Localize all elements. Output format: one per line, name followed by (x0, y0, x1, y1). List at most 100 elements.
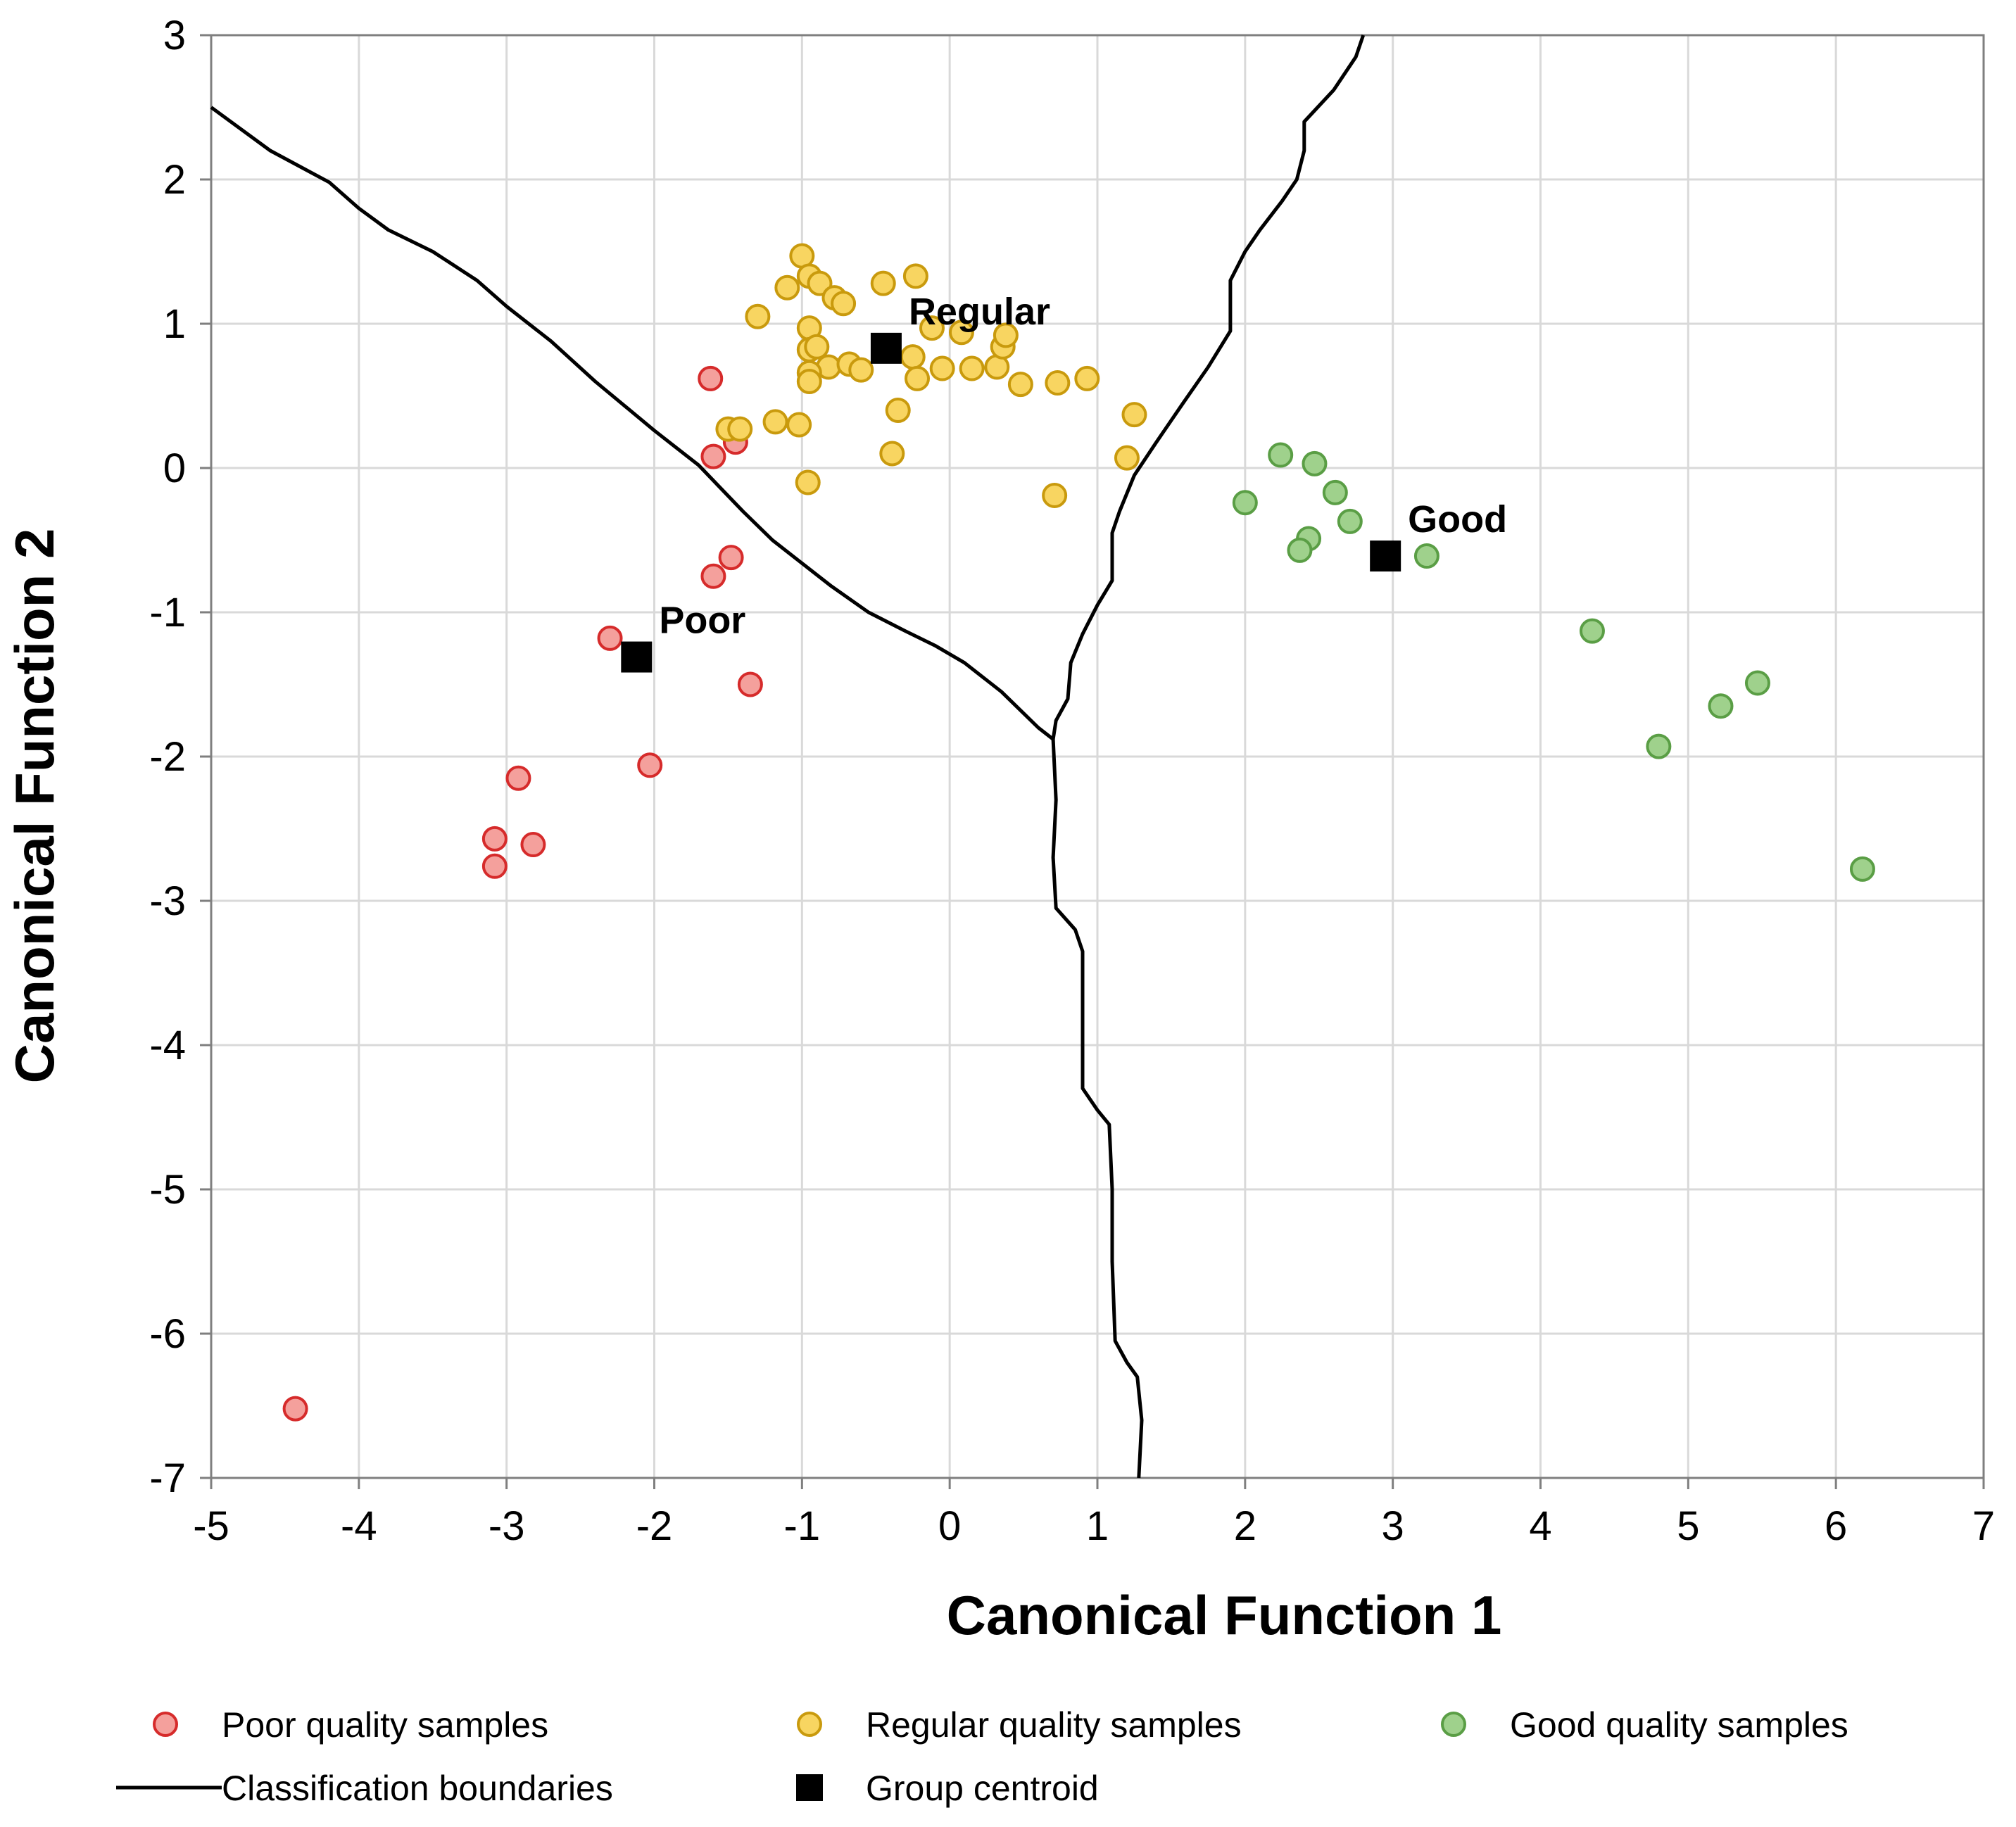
data-point (727, 416, 753, 442)
data-point (1232, 490, 1258, 516)
legend-item-poor-quality-samples: Poor quality samples (153, 1705, 548, 1745)
legend-label: Regular quality samples (866, 1705, 1242, 1745)
data-point (700, 563, 726, 589)
data-point (1337, 508, 1363, 534)
data-point (774, 274, 800, 301)
y-tick-label: -2 (149, 734, 186, 780)
x-tick-label: -4 (341, 1503, 377, 1549)
data-points (282, 243, 1875, 1422)
data-point (597, 625, 623, 651)
legend-label: Group centroid (866, 1769, 1099, 1808)
data-point (831, 291, 857, 317)
series-good-quality-samples (1232, 442, 1875, 882)
data-point (879, 441, 905, 467)
series-poor-quality-samples (282, 365, 763, 1422)
y-tick-label: -7 (149, 1455, 186, 1501)
data-point (698, 365, 724, 391)
data-point (1045, 370, 1071, 396)
data-point (959, 355, 985, 381)
group-centroid-marker (1370, 540, 1401, 572)
y-tick-label: -1 (149, 590, 186, 636)
data-point (1302, 450, 1328, 476)
data-point (905, 365, 931, 391)
data-point (900, 344, 926, 370)
data-point (807, 270, 833, 296)
x-tick-label: 3 (1382, 1503, 1404, 1549)
data-point (848, 357, 874, 383)
y-axis-title: Canonical Function 2 (4, 529, 65, 1084)
data-point (637, 752, 663, 778)
y-tick-label: -3 (149, 878, 186, 924)
x-tick-label: 7 (1972, 1503, 1995, 1549)
y-tick-label: -5 (149, 1167, 186, 1213)
data-point (505, 765, 531, 791)
centroid-label: Poor (659, 600, 745, 642)
x-tick-label: -1 (784, 1503, 821, 1549)
legend-marker-square (796, 1774, 823, 1801)
legend-item-group-centroid: Group centroid (796, 1769, 1099, 1808)
legend-label: Classification boundaries (222, 1769, 613, 1808)
data-point (1074, 365, 1100, 391)
data-point (1413, 543, 1439, 569)
data-point (481, 853, 508, 879)
legend-marker-circle (153, 1712, 178, 1737)
data-point (929, 355, 955, 381)
x-tick-label: 5 (1677, 1503, 1699, 1549)
data-point (1744, 670, 1770, 696)
data-point (1268, 442, 1294, 468)
legend: Poor quality samples Regular quality samp… (116, 1705, 1848, 1808)
classification-boundary-line (210, 106, 1054, 741)
data-point (870, 270, 896, 296)
data-point (737, 671, 763, 697)
data-point (902, 263, 928, 289)
y-tick-label: 1 (163, 301, 186, 347)
data-point (1708, 693, 1734, 719)
data-point (718, 545, 744, 571)
data-point (1114, 445, 1140, 471)
x-tick-label: -2 (636, 1503, 673, 1549)
y-tick-label: 0 (163, 445, 186, 491)
y-tick-label: 2 (163, 157, 186, 203)
legend-item-good-quality-samples: Good quality samples (1441, 1705, 1848, 1745)
legend-label: Poor quality samples (222, 1705, 548, 1745)
grid (210, 34, 1985, 1479)
legend-marker-circle (797, 1712, 822, 1737)
x-tick-label: -5 (193, 1503, 229, 1549)
legend-item-classification-boundaries: Classification boundaries (116, 1769, 613, 1808)
data-point (786, 412, 812, 438)
x-tick-label: 2 (1234, 1503, 1256, 1549)
data-point (919, 315, 945, 341)
data-point (948, 320, 974, 346)
data-point (700, 443, 726, 469)
data-point (745, 303, 771, 329)
classification-boundary-line (1051, 34, 1366, 740)
data-point (762, 409, 788, 435)
x-tick-label: 6 (1825, 1503, 1847, 1549)
data-point (1007, 372, 1033, 398)
y-tick-label: -4 (149, 1023, 186, 1068)
x-tick-label: 0 (938, 1503, 961, 1549)
group-centroid-marker (870, 332, 902, 364)
data-point (1579, 618, 1605, 644)
data-point (1042, 482, 1068, 508)
data-point (481, 826, 508, 852)
data-point (795, 469, 821, 495)
y-tick-label: -6 (149, 1311, 186, 1357)
data-point (796, 369, 822, 394)
group-centroids: Poor Regular Good (621, 291, 1507, 673)
x-tick-label: 1 (1086, 1503, 1109, 1549)
x-tick-label: 4 (1529, 1503, 1551, 1549)
data-point (1646, 733, 1672, 759)
data-point (804, 334, 830, 360)
series-regular-quality-samples (715, 243, 1147, 508)
x-tick-label: -3 (489, 1503, 525, 1549)
data-point (1121, 402, 1147, 428)
x-axis-title: Canonical Function 1 (947, 1584, 1502, 1646)
legend-item-regular-quality-samples: Regular quality samples (797, 1705, 1242, 1745)
axis-ticks: -5 -4 -3 -2 -1 0 1 2 3 4 5 6 7 3 2 1 0 -1 -2 -3 -4 -5 -6 -7 (149, 13, 1995, 1549)
data-point (1322, 479, 1348, 505)
y-tick-label: 3 (163, 13, 186, 58)
centroid-label: Regular (909, 291, 1050, 333)
legend-marker-circle (1441, 1712, 1466, 1737)
